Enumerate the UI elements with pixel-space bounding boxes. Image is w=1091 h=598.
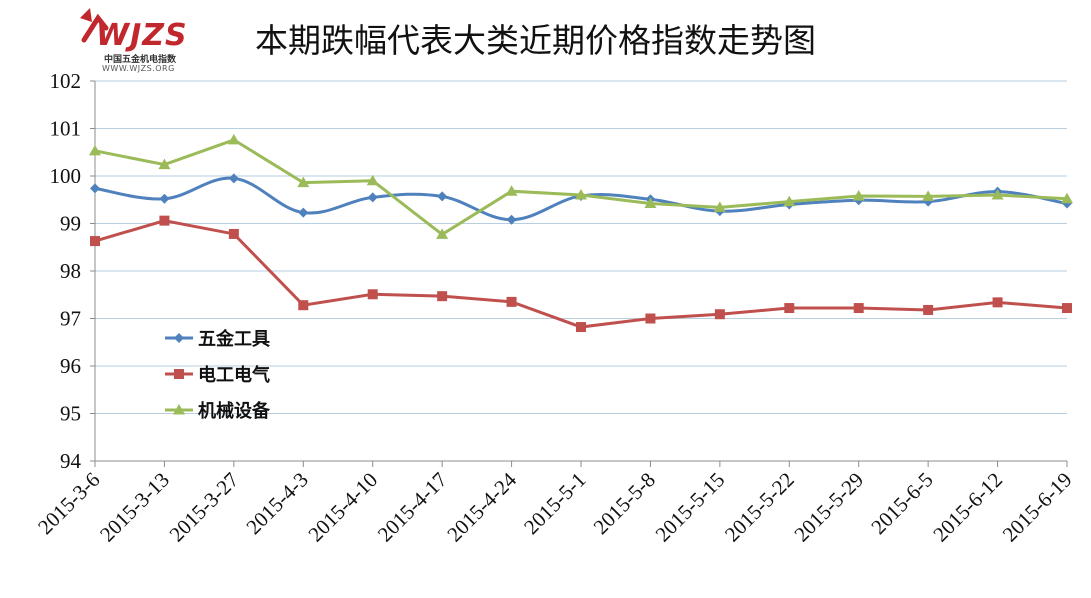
y-tick-label: 102 [50, 69, 82, 93]
y-tick-label: 95 [60, 402, 81, 426]
data-point [713, 201, 726, 212]
data-point [89, 144, 101, 156]
x-tick-label: 2015-4-24 [442, 467, 521, 546]
x-tick-label: 2015-3-6 [33, 468, 104, 539]
data-point [1062, 303, 1072, 314]
y-axis-ticks: 94 95 96 97 98 99 100 101 102 [50, 69, 82, 473]
y-tick-label: 101 [50, 117, 82, 141]
x-tick-label: 2015-6-12 [928, 468, 1007, 547]
series-3 [89, 133, 1073, 239]
legend-marker [174, 369, 184, 379]
data-point [298, 300, 309, 311]
data-point [853, 303, 864, 314]
data-point [367, 289, 378, 300]
data-point [783, 195, 796, 207]
series-line [94, 219, 1068, 329]
axes [90, 80, 1068, 467]
x-tick-label: 2015-5-1 [519, 468, 590, 539]
series-group [89, 133, 1073, 333]
data-point [297, 176, 310, 188]
data-point [644, 197, 657, 209]
data-point [436, 228, 449, 239]
legend-item: 机械设备 [165, 400, 271, 422]
data-point [506, 296, 517, 307]
logo-url: WWW.WJZS.ORG [102, 64, 175, 73]
data-point [645, 313, 656, 324]
legend-label: 五金工具 [198, 328, 270, 350]
logo-subtitle: 中国五金机电指数 [104, 55, 177, 65]
y-tick-label: 100 [50, 164, 82, 188]
data-point [159, 215, 170, 226]
x-tick-label: 2015-5-22 [720, 468, 799, 547]
x-tick-label: 2015-5-8 [589, 468, 660, 539]
x-tick-label: 2015-3-13 [95, 468, 174, 547]
data-point [784, 303, 795, 314]
data-point [714, 309, 725, 320]
data-point [298, 207, 309, 218]
data-point [366, 174, 379, 186]
data-point [506, 214, 517, 225]
x-tick-label: 2015-6-19 [998, 468, 1077, 547]
series-line [94, 138, 1068, 237]
chart-title: 本期跌幅代表大类近期价格指数走势图 [255, 21, 816, 60]
data-point [90, 236, 100, 247]
data-point [228, 228, 239, 239]
data-point [923, 304, 934, 315]
logo-wordmark: WJZS [96, 18, 188, 53]
data-point [992, 297, 1003, 308]
data-point [576, 322, 586, 333]
y-tick-label: 96 [60, 354, 81, 378]
series-2 [90, 215, 1072, 333]
gridlines [95, 80, 1067, 414]
x-tick-label: 2015-4-3 [241, 468, 312, 539]
data-point [1061, 192, 1073, 204]
data-point [367, 192, 378, 203]
data-point [90, 183, 100, 194]
x-tick-label: 2015-4-17 [373, 468, 452, 547]
data-point [505, 185, 518, 196]
x-tick-label: 2015-3-27 [165, 468, 244, 547]
data-point [227, 133, 240, 145]
data-point [437, 191, 448, 202]
wjzs-logo: WJZS 中国五金机电指数 WWW.WJZS.ORG [78, 6, 208, 76]
legend-marker [174, 333, 184, 343]
x-axis-ticks: 2015-3-62015-3-132015-3-272015-4-32015-4… [33, 467, 1076, 546]
legend-item: 五金工具 [165, 328, 270, 350]
data-point [991, 189, 1004, 200]
data-point [852, 189, 865, 201]
up-arrow-logo-icon [80, 8, 109, 43]
data-point [437, 291, 448, 302]
data-point [158, 158, 171, 170]
y-tick-label: 97 [60, 307, 81, 331]
legend-item: 电工电气 [165, 364, 270, 386]
y-tick-label: 99 [60, 212, 81, 236]
x-tick-label: 2015-6-5 [866, 468, 937, 539]
x-tick-label: 2015-5-29 [789, 468, 868, 547]
data-point [228, 173, 239, 184]
y-tick-label: 98 [60, 259, 81, 283]
data-point [575, 189, 587, 200]
legend-marker [173, 404, 185, 415]
legend-label: 电工电气 [198, 364, 270, 386]
data-point [922, 190, 935, 201]
y-tick-label: 94 [60, 449, 82, 473]
data-point [159, 193, 170, 204]
x-tick-label: 2015-5-15 [651, 468, 730, 547]
x-tick-label: 2015-4-10 [303, 468, 382, 547]
legend-label: 机械设备 [198, 400, 271, 422]
